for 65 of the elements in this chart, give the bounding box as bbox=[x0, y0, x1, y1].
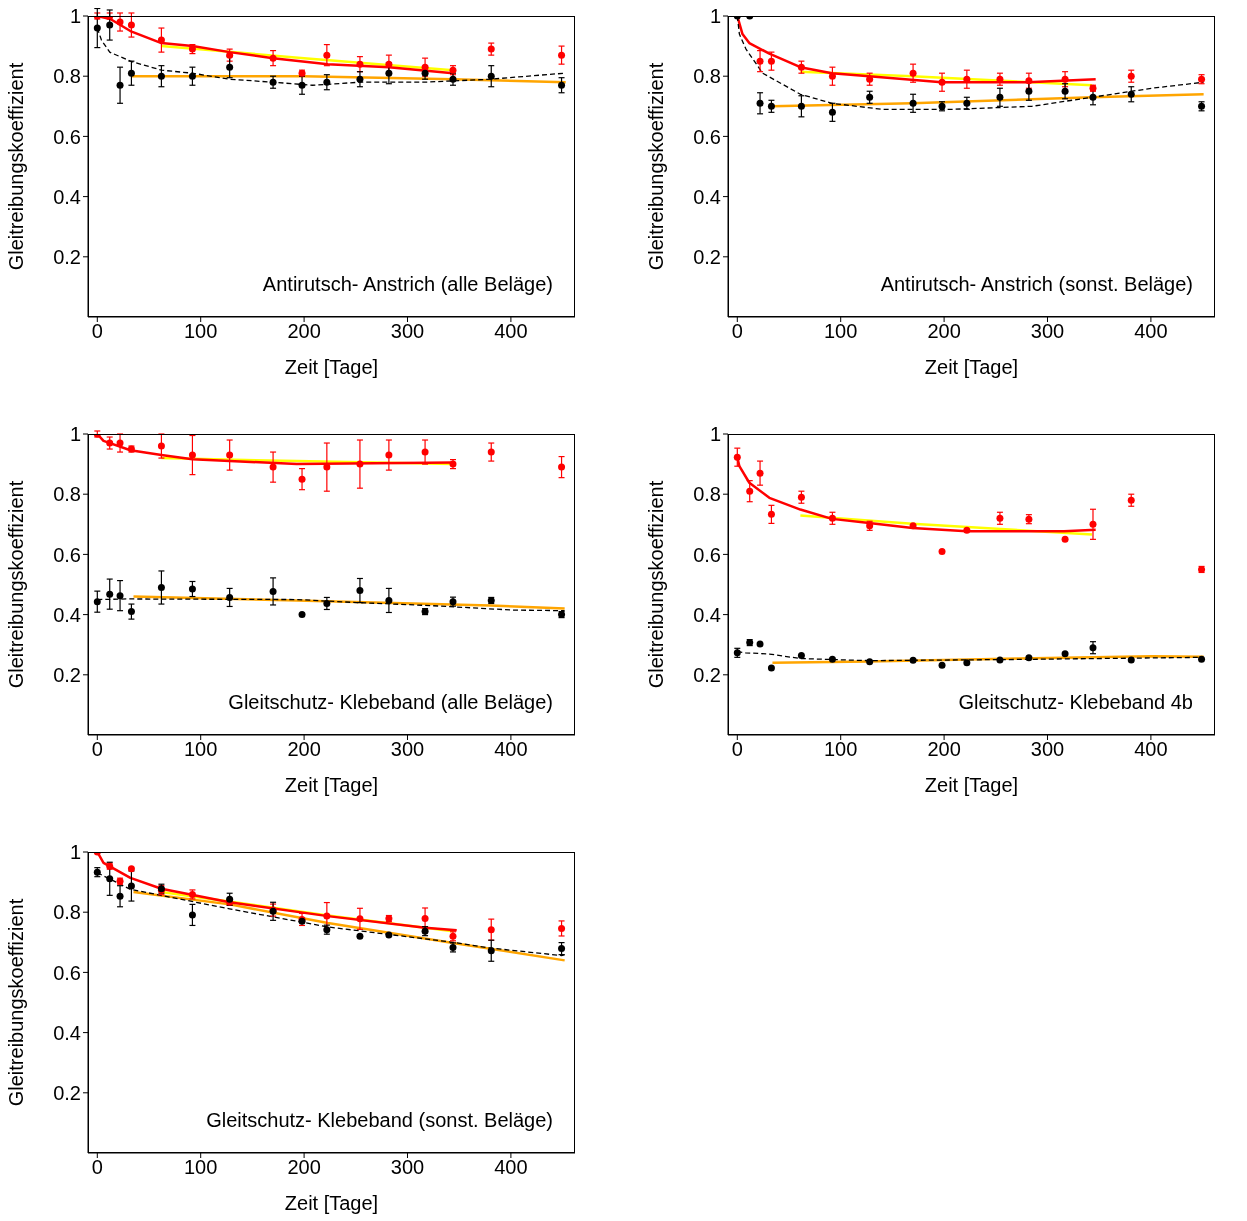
y-tick-label: 0.8 bbox=[693, 65, 721, 88]
y-tick-label: 1 bbox=[709, 5, 721, 28]
x-tick-label: 300 bbox=[1030, 738, 1065, 761]
y-tick-label: 0.6 bbox=[693, 543, 721, 566]
x-tick-label: 400 bbox=[494, 1156, 528, 1179]
x-tick-label: 0 bbox=[91, 320, 103, 343]
x-tick-label: 0 bbox=[731, 738, 743, 761]
y-tick-label: 0.4 bbox=[53, 185, 81, 208]
y-tick-label: 0.2 bbox=[53, 663, 81, 686]
y-tick-label: 0.6 bbox=[53, 543, 81, 566]
x-tick-label: 200 bbox=[287, 738, 321, 761]
y-tick-label: 1 bbox=[69, 423, 81, 446]
y-tick-label: 0.4 bbox=[693, 603, 721, 626]
x-axis-title: Zeit [Tage] bbox=[924, 356, 1019, 378]
x-axis-title: Zeit [Tage] bbox=[284, 356, 379, 378]
annotation: Gleitschutz- Klebeband (sonst. Beläge) bbox=[206, 1109, 553, 1132]
x-tick-label: 0 bbox=[91, 1156, 103, 1179]
y-axis-title: Gleitreibungskoeffizient bbox=[5, 898, 28, 1107]
x-tick-label: 100 bbox=[184, 738, 218, 761]
y-tick-label: 1 bbox=[69, 5, 81, 28]
annotation: Gleitschutz- Klebeband 4b bbox=[958, 691, 1193, 714]
x-tick-label: 400 bbox=[494, 738, 528, 761]
y-tick-label: 1 bbox=[69, 841, 81, 864]
y-axis-title: Gleitreibungskoeffizient bbox=[645, 62, 668, 271]
x-axis-title: Zeit [Tage] bbox=[284, 774, 379, 796]
y-tick-label: 0.8 bbox=[693, 483, 721, 506]
x-tick-label: 100 bbox=[824, 320, 858, 343]
x-tick-label: 200 bbox=[287, 1156, 321, 1179]
y-tick-label: 0.4 bbox=[53, 603, 81, 626]
y-tick-label: 0.6 bbox=[53, 125, 81, 148]
y-axis-title: Gleitreibungskoeffizient bbox=[5, 480, 28, 689]
x-tick-label: 200 bbox=[927, 320, 961, 343]
y-tick-label: 0.8 bbox=[53, 483, 81, 506]
x-tick-label: 200 bbox=[927, 738, 961, 761]
y-tick-label: 0.6 bbox=[53, 961, 81, 984]
x-axis-title: Zeit [Tage] bbox=[284, 1192, 379, 1214]
x-tick-label: 100 bbox=[184, 320, 218, 343]
y-tick-label: 0.4 bbox=[53, 1021, 81, 1044]
x-tick-label: 400 bbox=[1134, 738, 1168, 761]
y-tick-label: 0.2 bbox=[693, 245, 721, 268]
x-tick-label: 300 bbox=[1030, 320, 1065, 343]
y-tick-label: 0.8 bbox=[53, 901, 81, 924]
x-axis-title: Zeit [Tage] bbox=[924, 774, 1019, 796]
y-tick-label: 1 bbox=[709, 423, 721, 446]
y-axis-title: Gleitreibungskoeffizient bbox=[5, 62, 28, 271]
x-tick-label: 100 bbox=[824, 738, 858, 761]
x-tick-label: 400 bbox=[1134, 320, 1168, 343]
y-tick-label: 0.2 bbox=[53, 245, 81, 268]
x-tick-label: 300 bbox=[390, 320, 425, 343]
annotation: Gleitschutz- Klebeband (alle Beläge) bbox=[228, 691, 553, 714]
x-tick-label: 0 bbox=[91, 738, 103, 761]
annotation: Antirutsch- Anstrich (sonst. Beläge) bbox=[880, 273, 1193, 296]
x-tick-label: 200 bbox=[287, 320, 321, 343]
x-tick-label: 100 bbox=[184, 1156, 218, 1179]
y-tick-label: 0.4 bbox=[693, 185, 721, 208]
x-tick-label: 300 bbox=[390, 1156, 425, 1179]
x-tick-label: 0 bbox=[731, 320, 743, 343]
x-tick-label: 300 bbox=[390, 738, 425, 761]
y-tick-label: 0.2 bbox=[693, 663, 721, 686]
y-tick-label: 0.6 bbox=[693, 125, 721, 148]
annotation: Antirutsch- Anstrich (alle Beläge) bbox=[262, 273, 553, 296]
y-tick-label: 0.2 bbox=[53, 1081, 81, 1104]
x-tick-label: 400 bbox=[494, 320, 528, 343]
y-axis-title: Gleitreibungskoeffizient bbox=[645, 480, 668, 689]
y-tick-label: 0.8 bbox=[53, 65, 81, 88]
